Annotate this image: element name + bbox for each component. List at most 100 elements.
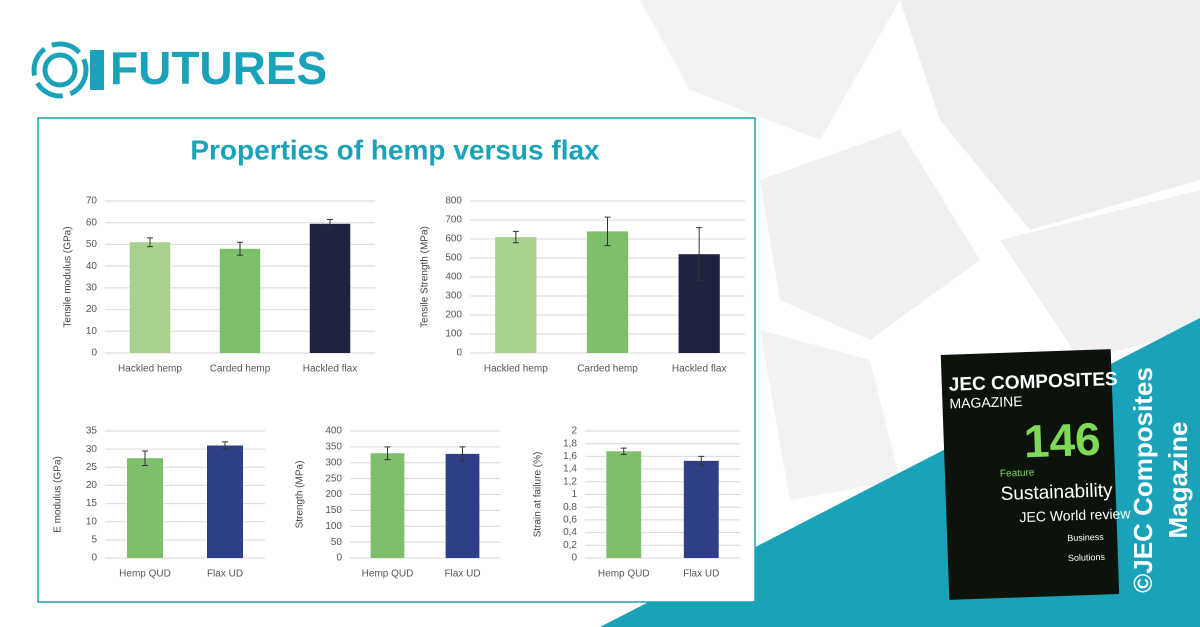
error-bar	[696, 227, 703, 282]
y-axis-label: Strength (MPa)	[295, 461, 306, 529]
x-tick-label: Flax UD	[444, 569, 480, 580]
y-tick-label: 1,8	[563, 438, 577, 449]
feature: Feature	[1000, 467, 1035, 479]
y-tick-label: 1,4	[563, 464, 577, 475]
y-tick-label: 10	[86, 516, 98, 527]
decor	[640, 0, 1200, 500]
subheadline: JEC World review	[1019, 505, 1131, 525]
x-tick-label: Hemp QUD	[598, 569, 650, 580]
bar	[445, 453, 480, 558]
error-bar	[327, 218, 333, 229]
y-tick-label: 700	[445, 215, 462, 226]
y-tick-label: 1,2	[563, 476, 577, 487]
x-tick-label: Hemp QUD	[362, 569, 414, 580]
y-tick-label: 0	[336, 553, 342, 564]
y-tick-label: 15	[86, 498, 98, 509]
y-tick-label: 0	[456, 348, 462, 359]
y-tick-label: 35	[86, 426, 98, 437]
error-bar	[620, 447, 627, 455]
y-tick-label: 350	[325, 442, 342, 453]
x-tick-label: Hackled flax	[303, 364, 357, 375]
error-bar	[698, 455, 705, 466]
y-tick-label: 1	[571, 489, 577, 500]
y-tick-label: 400	[445, 272, 462, 283]
y-tick-label: 30	[86, 282, 98, 293]
x-tick-label: Flax UD	[683, 569, 719, 580]
cover	[940, 349, 1120, 600]
y-tick-label: 0,6	[563, 515, 577, 526]
y-tick-label: 25	[86, 462, 98, 473]
y-axis-label: Tensile modulus (GPa)	[63, 226, 74, 327]
y-axis-label: E modulus (GPa)	[53, 456, 64, 533]
bar	[370, 453, 405, 558]
error-bar	[459, 446, 466, 462]
error-bar	[222, 441, 228, 450]
magazine-cover: JEC COMPOSITES MAGAZINE 146 Feature Sust…	[940, 349, 1132, 600]
y-tick-label: 0,4	[563, 527, 577, 538]
x-tick-label: Carded hemp	[210, 364, 271, 375]
y-tick-label: 300	[445, 291, 462, 302]
logo	[31, 41, 104, 99]
y-tick-label: 5	[91, 534, 97, 545]
y-tick-label: 250	[325, 473, 342, 484]
bar	[129, 242, 171, 353]
mag-subname: MAGAZINE	[949, 393, 1023, 412]
bar	[127, 458, 163, 558]
y-tick-label: 0,2	[563, 540, 577, 551]
x-tick-label: Hackled flax	[672, 364, 726, 375]
y-tick-label: 500	[445, 253, 462, 264]
section: Solutions	[1068, 552, 1106, 563]
y-axis-label: Strain at failure (%)	[533, 452, 544, 538]
error-bar	[512, 230, 519, 244]
error-bar	[147, 237, 153, 248]
y-tick-label: 20	[86, 304, 98, 315]
y-tick-label: 150	[325, 505, 342, 516]
y-tick-label: 0	[571, 553, 577, 564]
bar	[219, 248, 261, 353]
x-tick-label: Hackled hemp	[118, 364, 182, 375]
y-tick-label: 800	[445, 196, 462, 207]
x-tick-label: Flax UD	[207, 569, 243, 580]
y-tick-label: 70	[86, 196, 98, 207]
y-tick-label: 100	[325, 521, 342, 532]
issue: 146	[1023, 413, 1102, 468]
y-tick-label: 100	[445, 329, 462, 340]
y-tick-label: 30	[86, 444, 98, 455]
y-tick-label: 50	[331, 537, 343, 548]
x-tick-label: Hackled hemp	[484, 364, 548, 375]
headline: Sustainability	[1000, 480, 1113, 505]
error-bar	[142, 450, 148, 466]
bar	[586, 231, 629, 353]
y-tick-label: 300	[325, 457, 342, 468]
bar	[495, 237, 537, 353]
y-tick-label: 200	[325, 489, 342, 500]
copyright: ©JEC Composites	[1128, 367, 1158, 593]
bar	[606, 451, 642, 558]
y-tick-label: 60	[86, 217, 98, 228]
error-bar	[384, 446, 391, 461]
x-tick-label: Hemp QUD	[119, 569, 171, 580]
bar	[207, 445, 243, 558]
y-tick-label: 1,6	[563, 451, 577, 462]
y-tick-label: 0	[91, 348, 97, 359]
copyright: Magazine	[1163, 421, 1193, 538]
error-bar	[237, 241, 243, 256]
y-tick-label: 2	[571, 426, 577, 437]
y-tick-label: 600	[445, 234, 462, 245]
error-bar	[604, 216, 611, 247]
x-tick-label: Carded hemp	[577, 364, 638, 375]
y-tick-label: 200	[445, 310, 462, 321]
y-axis-label: Tensile Strength (MPa)	[420, 226, 431, 328]
y-tick-label: 0	[91, 553, 97, 564]
bar	[309, 223, 351, 353]
y-tick-label: 10	[86, 326, 98, 337]
section: Business	[1067, 532, 1104, 543]
y-tick-label: 40	[86, 261, 98, 272]
y-tick-label: 20	[86, 480, 98, 491]
y-tick-label: 50	[86, 239, 98, 250]
y-tick-label: 400	[325, 426, 342, 437]
bar	[683, 460, 719, 558]
brand: FUTURES	[110, 42, 327, 94]
